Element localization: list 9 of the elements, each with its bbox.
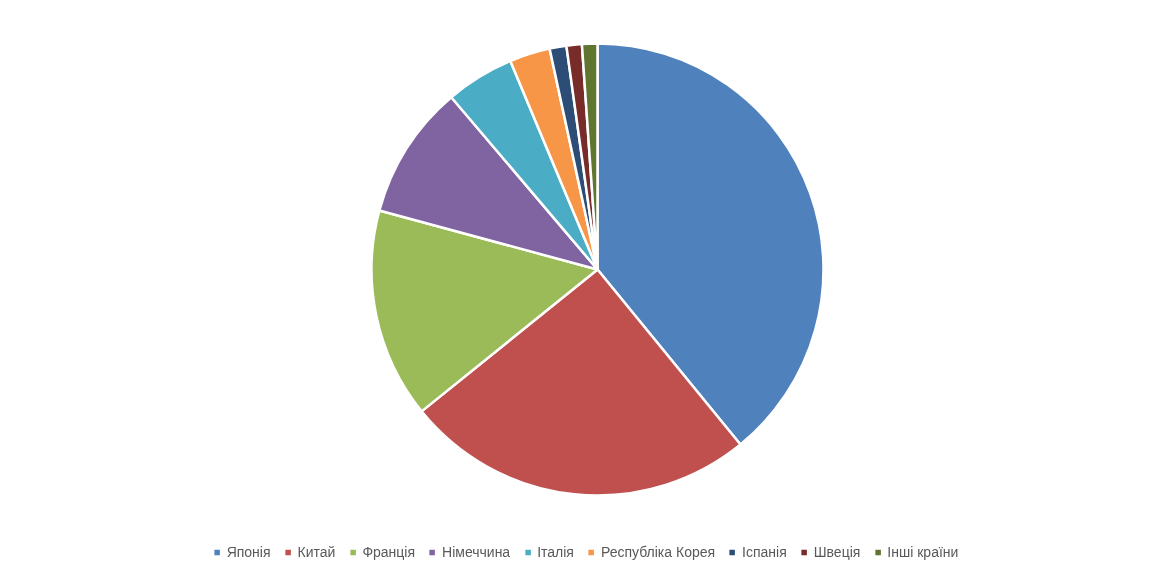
legend-label: Швеція: [813, 544, 861, 560]
legend-label: Німеччина: [442, 544, 511, 560]
legend-label: Китай: [297, 544, 336, 560]
legend-label: Республіка Корея: [600, 544, 716, 560]
legend-label: Інші країни: [887, 544, 959, 560]
legend-label: Японія: [226, 544, 271, 560]
legend-label: Італія: [537, 544, 574, 560]
legend-label: Іспанія: [742, 544, 787, 560]
legend-label: Франція: [362, 544, 416, 560]
